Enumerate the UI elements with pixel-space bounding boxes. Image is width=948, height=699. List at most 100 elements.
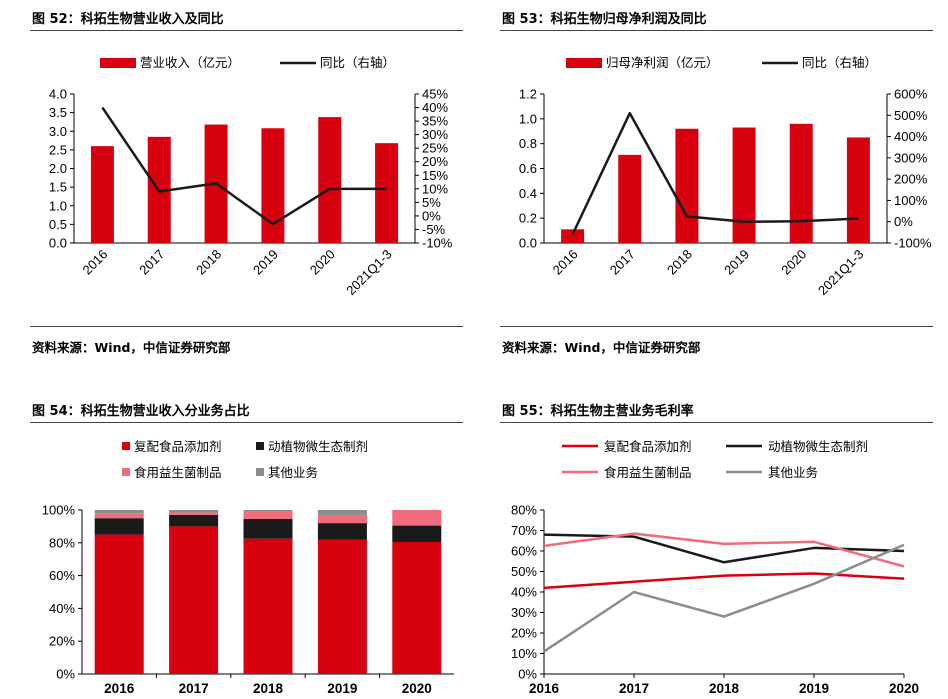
y-tick-label-right: 40%: [422, 100, 448, 115]
x-tick-label: 2020: [307, 247, 338, 278]
y-tick-label-left: 0.0: [519, 236, 537, 251]
bar-segment: [317, 510, 367, 515]
legend-label: 其他业务: [268, 465, 318, 480]
bar-segment: [169, 512, 219, 515]
y-tick-label: 20%: [49, 634, 75, 649]
y-tick-label: 50%: [511, 564, 537, 579]
legend-label: 食用益生菌制品: [134, 465, 222, 480]
legend-label-bar: 营业收入（亿元）: [140, 55, 240, 70]
y-tick-label: 20%: [511, 626, 537, 641]
legend-label-bar: 归母净利润（亿元）: [606, 55, 719, 70]
y-tick-label-right: 0%: [894, 214, 913, 229]
legend-swatch-bar: [566, 58, 602, 68]
series-line-yoy: [101, 106, 387, 226]
y-tick-label-left: 0.8: [519, 136, 537, 151]
legend-label: 动植物微生态制剂: [768, 439, 868, 454]
legend-label: 复配食品添加剂: [604, 439, 692, 454]
y-tick-label-left: 0.5: [49, 217, 67, 232]
y-tick-label-right: 500%: [894, 108, 928, 123]
x-tick-label: 2019: [721, 247, 752, 278]
bar: [675, 128, 699, 243]
y-tick-label-right: 5%: [422, 195, 441, 210]
y-tick-label-right: 600%: [894, 87, 928, 102]
legend-label-line: 同比（右轴）: [802, 55, 877, 70]
x-tick-label: 2016: [550, 247, 581, 278]
bar-segment: [317, 523, 367, 540]
bar-segment: [317, 514, 367, 524]
y-tick-label: 70%: [511, 523, 537, 538]
y-tick-label: 30%: [511, 605, 537, 620]
x-tick-label: 2021Q1-3: [815, 247, 866, 298]
series-line-yoy: [571, 111, 859, 236]
legend-swatch: [256, 468, 264, 476]
bar: [846, 137, 870, 243]
legend-label-line: 同比（右轴）: [320, 55, 395, 70]
series-line: [543, 572, 905, 590]
legend-label: 食用益生菌制品: [604, 465, 692, 480]
bar-segment: [243, 519, 293, 539]
x-tick-label: 2019: [250, 247, 281, 278]
x-tick-label: 2020: [402, 681, 432, 696]
x-tick-label: 2016: [104, 681, 135, 696]
y-tick-label: 40%: [49, 601, 75, 616]
y-tick-label-left: 2.5: [49, 142, 67, 157]
bar: [561, 229, 585, 243]
x-tick-label: 2018: [664, 247, 695, 278]
chart-title: 图 55：科拓生物主营业务毛利率: [502, 404, 694, 419]
x-tick-label: 2017: [607, 247, 638, 278]
y-tick-label-right: -100%: [894, 236, 932, 251]
y-tick-label-right: 15%: [422, 168, 448, 183]
y-tick-label: 0%: [56, 667, 75, 682]
legend-swatch: [122, 468, 130, 476]
x-tick-label: 2018: [709, 681, 740, 696]
bar-segment: [94, 518, 144, 535]
bar-segment: [243, 511, 293, 520]
y-tick-label: 40%: [511, 585, 537, 600]
bar-segment: [392, 525, 442, 542]
y-tick-label-right: -10%: [422, 236, 453, 251]
bar: [90, 146, 114, 243]
x-tick-label: 2019: [327, 681, 357, 696]
bar-segment: [243, 510, 293, 512]
bar-segment: [94, 513, 144, 519]
y-tick-label-left: 1.2: [519, 87, 537, 102]
bar-segment: [94, 510, 144, 514]
chart-net-profit: 归母净利润（亿元） 同比（右轴） 1.2 1.0 0.8 0.6 0.4 0.2 0.0 600%…: [519, 55, 932, 298]
y-tick-label-right: 100%: [894, 193, 928, 208]
legend-label: 动植物微生态制剂: [268, 439, 368, 454]
y-tick-label-left: 1.5: [49, 180, 67, 195]
bar-segment: [169, 514, 219, 527]
y-tick-label-right: 400%: [894, 129, 928, 144]
bar: [732, 127, 756, 243]
x-tick-label: 2018: [253, 681, 284, 696]
x-tick-label: 2017: [619, 681, 649, 696]
x-tick-label: 2019: [799, 681, 829, 696]
y-tick-label-left: 4.0: [49, 87, 67, 102]
x-tick-label: 2020: [889, 681, 919, 696]
title-rule: [30, 30, 463, 31]
y-tick-label-right: 20%: [422, 154, 448, 169]
legend-label: 复配食品添加剂: [134, 439, 222, 454]
y-tick-label: 0%: [518, 667, 537, 682]
x-tick-label: 2017: [179, 681, 209, 696]
bar-segment: [317, 539, 367, 674]
x-tick-label: 2016: [529, 681, 560, 696]
bar: [618, 154, 642, 243]
bar-segment: [243, 538, 293, 674]
legend-swatch: [122, 442, 130, 450]
bar-segment: [169, 510, 219, 513]
y-tick-label-right: 0%: [422, 208, 441, 223]
y-tick-label-right: 35%: [422, 114, 448, 129]
y-tick-label: 60%: [511, 544, 537, 559]
x-tick-label: 2016: [79, 247, 110, 278]
chart-source: 资料来源：Wind，中信证券研究部: [502, 340, 701, 355]
title-rule: [30, 422, 463, 423]
x-tick-label: 2021Q1-3: [343, 247, 394, 298]
y-tick-label-left: 0.0: [49, 236, 67, 251]
source-rule: [500, 326, 933, 327]
title-rule: [500, 30, 933, 31]
y-tick-label-left: 1.0: [49, 198, 67, 213]
series-line: [543, 543, 905, 653]
bar-segment: [392, 510, 442, 526]
